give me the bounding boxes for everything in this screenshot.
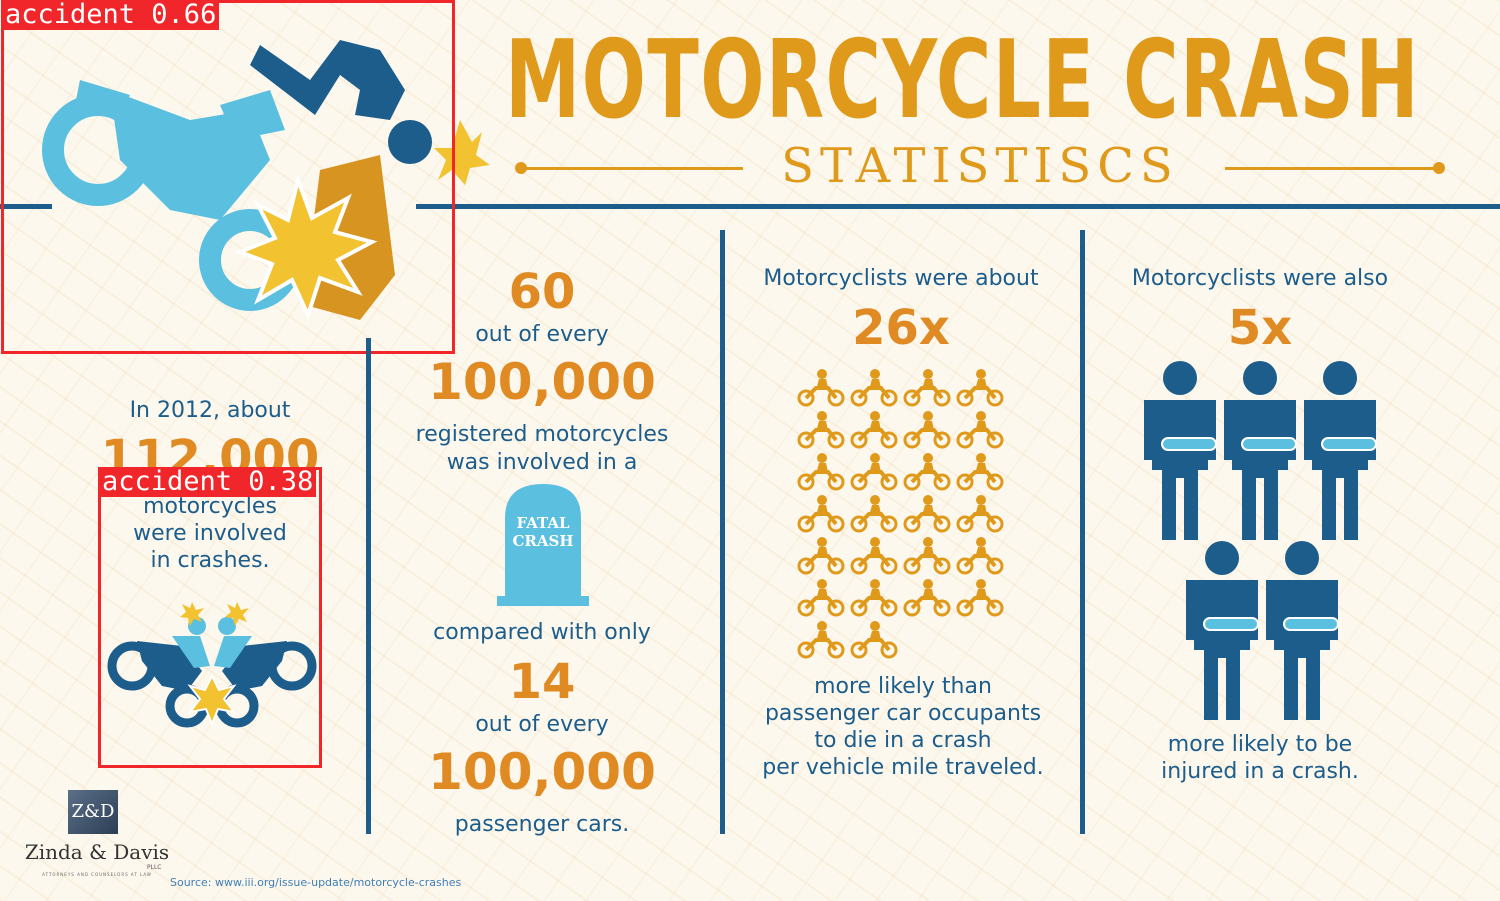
stat1-line2: were involved [133,521,287,546]
right-bike-icon [214,617,317,728]
injured-person-icon [1300,360,1378,546]
motorcycle-icon [902,368,952,412]
tombstone-text-1: FATAL [516,514,570,532]
stat3-line2: passenger car occupants [764,701,1042,726]
motorcycle-icon [955,410,1005,454]
column-divider-3 [1080,230,1085,834]
injured-person-icon [1182,540,1260,726]
stat3-line4: per vehicle mile traveled. [762,755,1044,780]
spark-small-left-icon [180,602,204,626]
motorcycle-icon [849,494,899,538]
injured-person-icon [1220,360,1298,546]
motorcycle-icon [796,452,846,496]
tombstone-text-2: CRASH [512,532,574,550]
stat2-base-a: 100,000 [428,353,656,411]
motorcycle-icon [849,452,899,496]
rider-icon [250,40,432,164]
explosion-icon [234,120,490,321]
stat2-desc1: registered motorcycles [415,422,669,447]
stat2-label-a: out of every [475,322,609,347]
subtitle-line-right [1225,167,1439,170]
stat2-desc-b: passenger cars. [454,812,630,837]
subtitle-line-left [521,167,743,170]
stat4-multiplier: 5x [1227,300,1293,356]
injured-person-icon [1262,540,1340,726]
detection-box-1 [1,0,455,354]
logo-tagline: ATTORNEYS AND COUNSELORS AT LAW [42,872,152,877]
motorcycle-icon [849,368,899,412]
stat2-number-a: 60 [508,264,576,320]
motorcycle-icon [902,452,952,496]
motorcycle-icon [849,620,899,664]
spark-icon [187,673,237,727]
motorcycle-icon [955,536,1005,580]
stat2-number-b: 14 [508,654,576,710]
motorcycle-icon [955,578,1005,622]
column-divider-2 [720,230,725,834]
detection-label-1: accident 0.66 [2,0,220,30]
motorcycle-icon [796,536,846,580]
motorcycle-icon-grid [796,368,1012,668]
header-divider [416,204,1500,209]
injured-person-icon [1140,360,1218,546]
motorcycle-icon [902,410,952,454]
stat4-line1: more likely to be [1167,732,1353,757]
motorcycle-icon [955,494,1005,538]
motorcycle-icon [796,578,846,622]
page-title: MOTORCYCLE CRASH [505,18,1421,143]
stat1-line3: in crashes. [150,548,270,573]
column-divider-1 [366,338,371,834]
motorcycle-icon [849,410,899,454]
motorcycle-icon [849,578,899,622]
logo-mark: Z&D [68,790,118,834]
tombstone-icon [497,484,589,606]
detection-box-2 [98,467,322,768]
stat2-desc2: was involved in a [446,450,638,475]
stat3-line3: to die in a crash [814,728,992,753]
motorcycle-icon [955,368,1005,412]
header-divider-left [0,204,52,209]
stat2-compare: compared with only [433,620,651,645]
motorcycle-icon [902,494,952,538]
motorcycle-icon [796,368,846,412]
subtitle-dot-right [1433,162,1445,174]
motorcycle-icon [849,536,899,580]
subtitle-row: STATISTISCS [515,138,1445,198]
motorcycle-icon [796,494,846,538]
motorcycle-crash-icon [42,40,490,321]
motorcycle-icon [902,578,952,622]
two-bike-collision-icon [107,602,317,728]
stat1-intro: In 2012, about [129,398,291,423]
stat4-intro: Motorcyclists were also [1131,266,1389,291]
stat1-line1: motorcycles [143,494,277,519]
stat2-base-b: 100,000 [428,743,656,801]
source-text: Source: www.iii.org/issue-update/motorcy… [170,876,462,889]
motorcycle-icon [902,536,952,580]
stat3-multiplier: 26x [852,300,950,356]
stat3-line1: more likely than [814,674,992,699]
motorcycle-icon [796,410,846,454]
detection-label-2: accident 0.38 [99,467,317,497]
stat2-label-b: out of every [475,712,609,737]
injured-person-grid [1140,360,1380,730]
page-subtitle: STATISTISCS [781,138,1179,194]
stat4-line2: injured in a crash. [1161,759,1359,784]
left-bike-icon [107,617,210,728]
logo-name: Zinda & Davis [24,840,170,864]
bike-body-icon [42,80,301,311]
stat3-intro: Motorcyclists were about [763,266,1039,291]
logo-suffix: PLLC [147,864,162,871]
motorcycle-icon [796,620,846,664]
spark-small-right-icon [225,602,249,626]
motorcycle-icon [955,452,1005,496]
